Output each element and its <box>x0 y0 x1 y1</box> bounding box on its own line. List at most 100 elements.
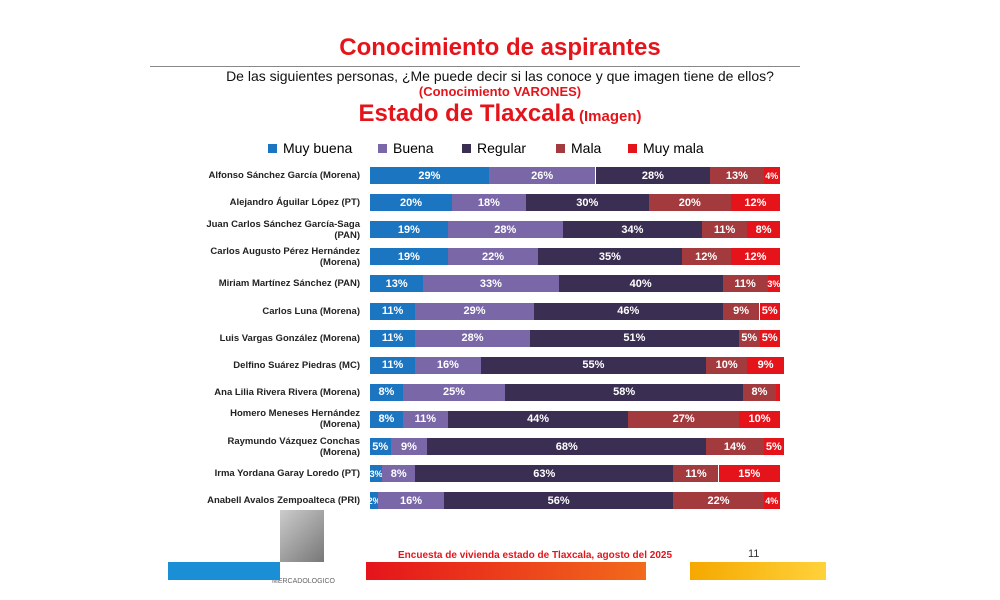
bar-segment: 19% <box>370 248 448 266</box>
bar-segment: 16% <box>378 492 444 510</box>
bar-segment: 12% <box>681 248 731 266</box>
value-label: 58% <box>613 386 636 399</box>
bar-segment: 13% <box>710 167 764 184</box>
value-label: 35% <box>598 250 621 263</box>
value-label: 14% <box>723 440 746 453</box>
legend-swatch <box>628 143 637 153</box>
value-label: 19% <box>397 250 420 263</box>
category-label: Ana Lilia Rivera Rivera (Morena) <box>214 386 360 398</box>
value-label: 5% <box>765 440 782 453</box>
legend-item: Mala <box>556 140 601 156</box>
value-label: 28% <box>641 169 664 182</box>
bar-segment: 8% <box>382 465 416 483</box>
footer-band <box>366 562 646 580</box>
bar-segment: 10% <box>739 410 780 428</box>
value-label: 8% <box>378 386 395 399</box>
legend-label: Muy mala <box>643 140 704 156</box>
bar-segment: 5% <box>759 329 780 347</box>
value-label: 2% <box>367 495 381 506</box>
bar-segment: 14% <box>706 438 764 455</box>
value-label: 34% <box>621 223 644 236</box>
logo <box>280 510 324 562</box>
bar-segment: 22% <box>447 248 539 266</box>
value-label: 40% <box>629 277 652 290</box>
legend-swatch <box>462 143 471 153</box>
bar-segment: 2% <box>367 492 381 510</box>
legend-swatch <box>268 143 277 153</box>
rule <box>150 66 800 67</box>
bar-segment: 26% <box>488 167 596 184</box>
bar-segment: 13% <box>370 275 424 293</box>
category-label: Alfonso Sánchez García (Morena) <box>208 170 360 181</box>
value-label: 19% <box>397 223 420 236</box>
bar-segment: 28% <box>595 167 711 184</box>
value-label: 12% <box>744 196 767 209</box>
value-label: 13% <box>385 277 408 290</box>
value-label: 4% <box>765 170 779 181</box>
bar-segment: 29% <box>370 167 489 184</box>
legend-label: Regular <box>477 140 527 156</box>
bar-segment: 28% <box>447 221 563 239</box>
value-label: 29% <box>418 169 441 182</box>
value-label: 55% <box>582 359 605 372</box>
value-label: 3% <box>767 278 781 289</box>
bar-segment: 11% <box>722 275 768 293</box>
bar-segment: 8% <box>370 383 403 401</box>
subtitle: De las siguientes personas, ¿Me puede de… <box>226 68 774 84</box>
value-label: 8% <box>755 223 772 236</box>
bar-segment: 8% <box>370 410 403 428</box>
bar-segment: 58% <box>505 383 744 401</box>
bar-segment: 4% <box>763 492 780 510</box>
value-label: 28% <box>461 332 484 345</box>
category-label: Carlos Luna (Morena) <box>262 305 360 317</box>
bar-segment: 63% <box>415 465 674 483</box>
bar-segment: 20% <box>648 194 731 212</box>
category-label: Raymundo Vázquez Conchas (Morena) <box>227 435 361 458</box>
bar-segment: 8% <box>743 383 776 401</box>
value-label: 8% <box>378 413 395 426</box>
value-label: 5% <box>761 305 778 317</box>
bar-segment: 11% <box>702 221 748 239</box>
bar-segment: 34% <box>562 221 703 239</box>
value-label: 5% <box>741 332 758 345</box>
category-label: Delfino Suárez Piedras (MC) <box>233 359 360 371</box>
value-label: 9% <box>400 440 417 453</box>
legend-item: Buena <box>378 140 433 156</box>
bar-segment: 56% <box>443 492 674 510</box>
value-label: 15% <box>738 467 761 480</box>
legend-item: Muy mala <box>628 140 704 156</box>
bar-segment: 51% <box>529 329 739 347</box>
value-label: 11% <box>713 223 736 236</box>
bar-segment: 15% <box>718 465 780 483</box>
value-label: 20% <box>399 196 423 209</box>
value-label: 22% <box>481 250 504 263</box>
bar-segment: 19% <box>370 221 448 239</box>
bar-segment: 27% <box>628 410 739 428</box>
value-label: 16% <box>436 359 459 372</box>
value-label: 44% <box>527 413 550 426</box>
legend-swatch <box>378 143 387 153</box>
value-label: 11% <box>734 277 756 290</box>
value-label: 20% <box>678 196 701 209</box>
value-label: 8% <box>390 467 407 480</box>
bar-segment: 18% <box>452 194 526 212</box>
bar-segment: 11% <box>402 410 448 428</box>
value-label: 9% <box>757 359 774 372</box>
value-label: 10% <box>715 359 738 372</box>
bar-segment <box>775 383 780 401</box>
value-label: 25% <box>443 386 466 399</box>
bar-segment: 29% <box>415 302 534 320</box>
legend-label: Muy buena <box>283 140 353 156</box>
bar-segment: 9% <box>390 438 428 455</box>
legend-label: Buena <box>393 140 434 156</box>
footer-band <box>168 562 280 580</box>
bar-segment: 11% <box>370 329 416 347</box>
value-label: 33% <box>479 277 502 290</box>
legend-item: Muy buena <box>268 140 352 156</box>
value-label: 51% <box>623 332 646 345</box>
value-label: 3% <box>369 468 383 479</box>
bar-segment: 12% <box>730 194 780 212</box>
value-label: 5% <box>372 440 389 453</box>
category-label: Homero Meneses Hernández (Morena) <box>230 408 360 431</box>
